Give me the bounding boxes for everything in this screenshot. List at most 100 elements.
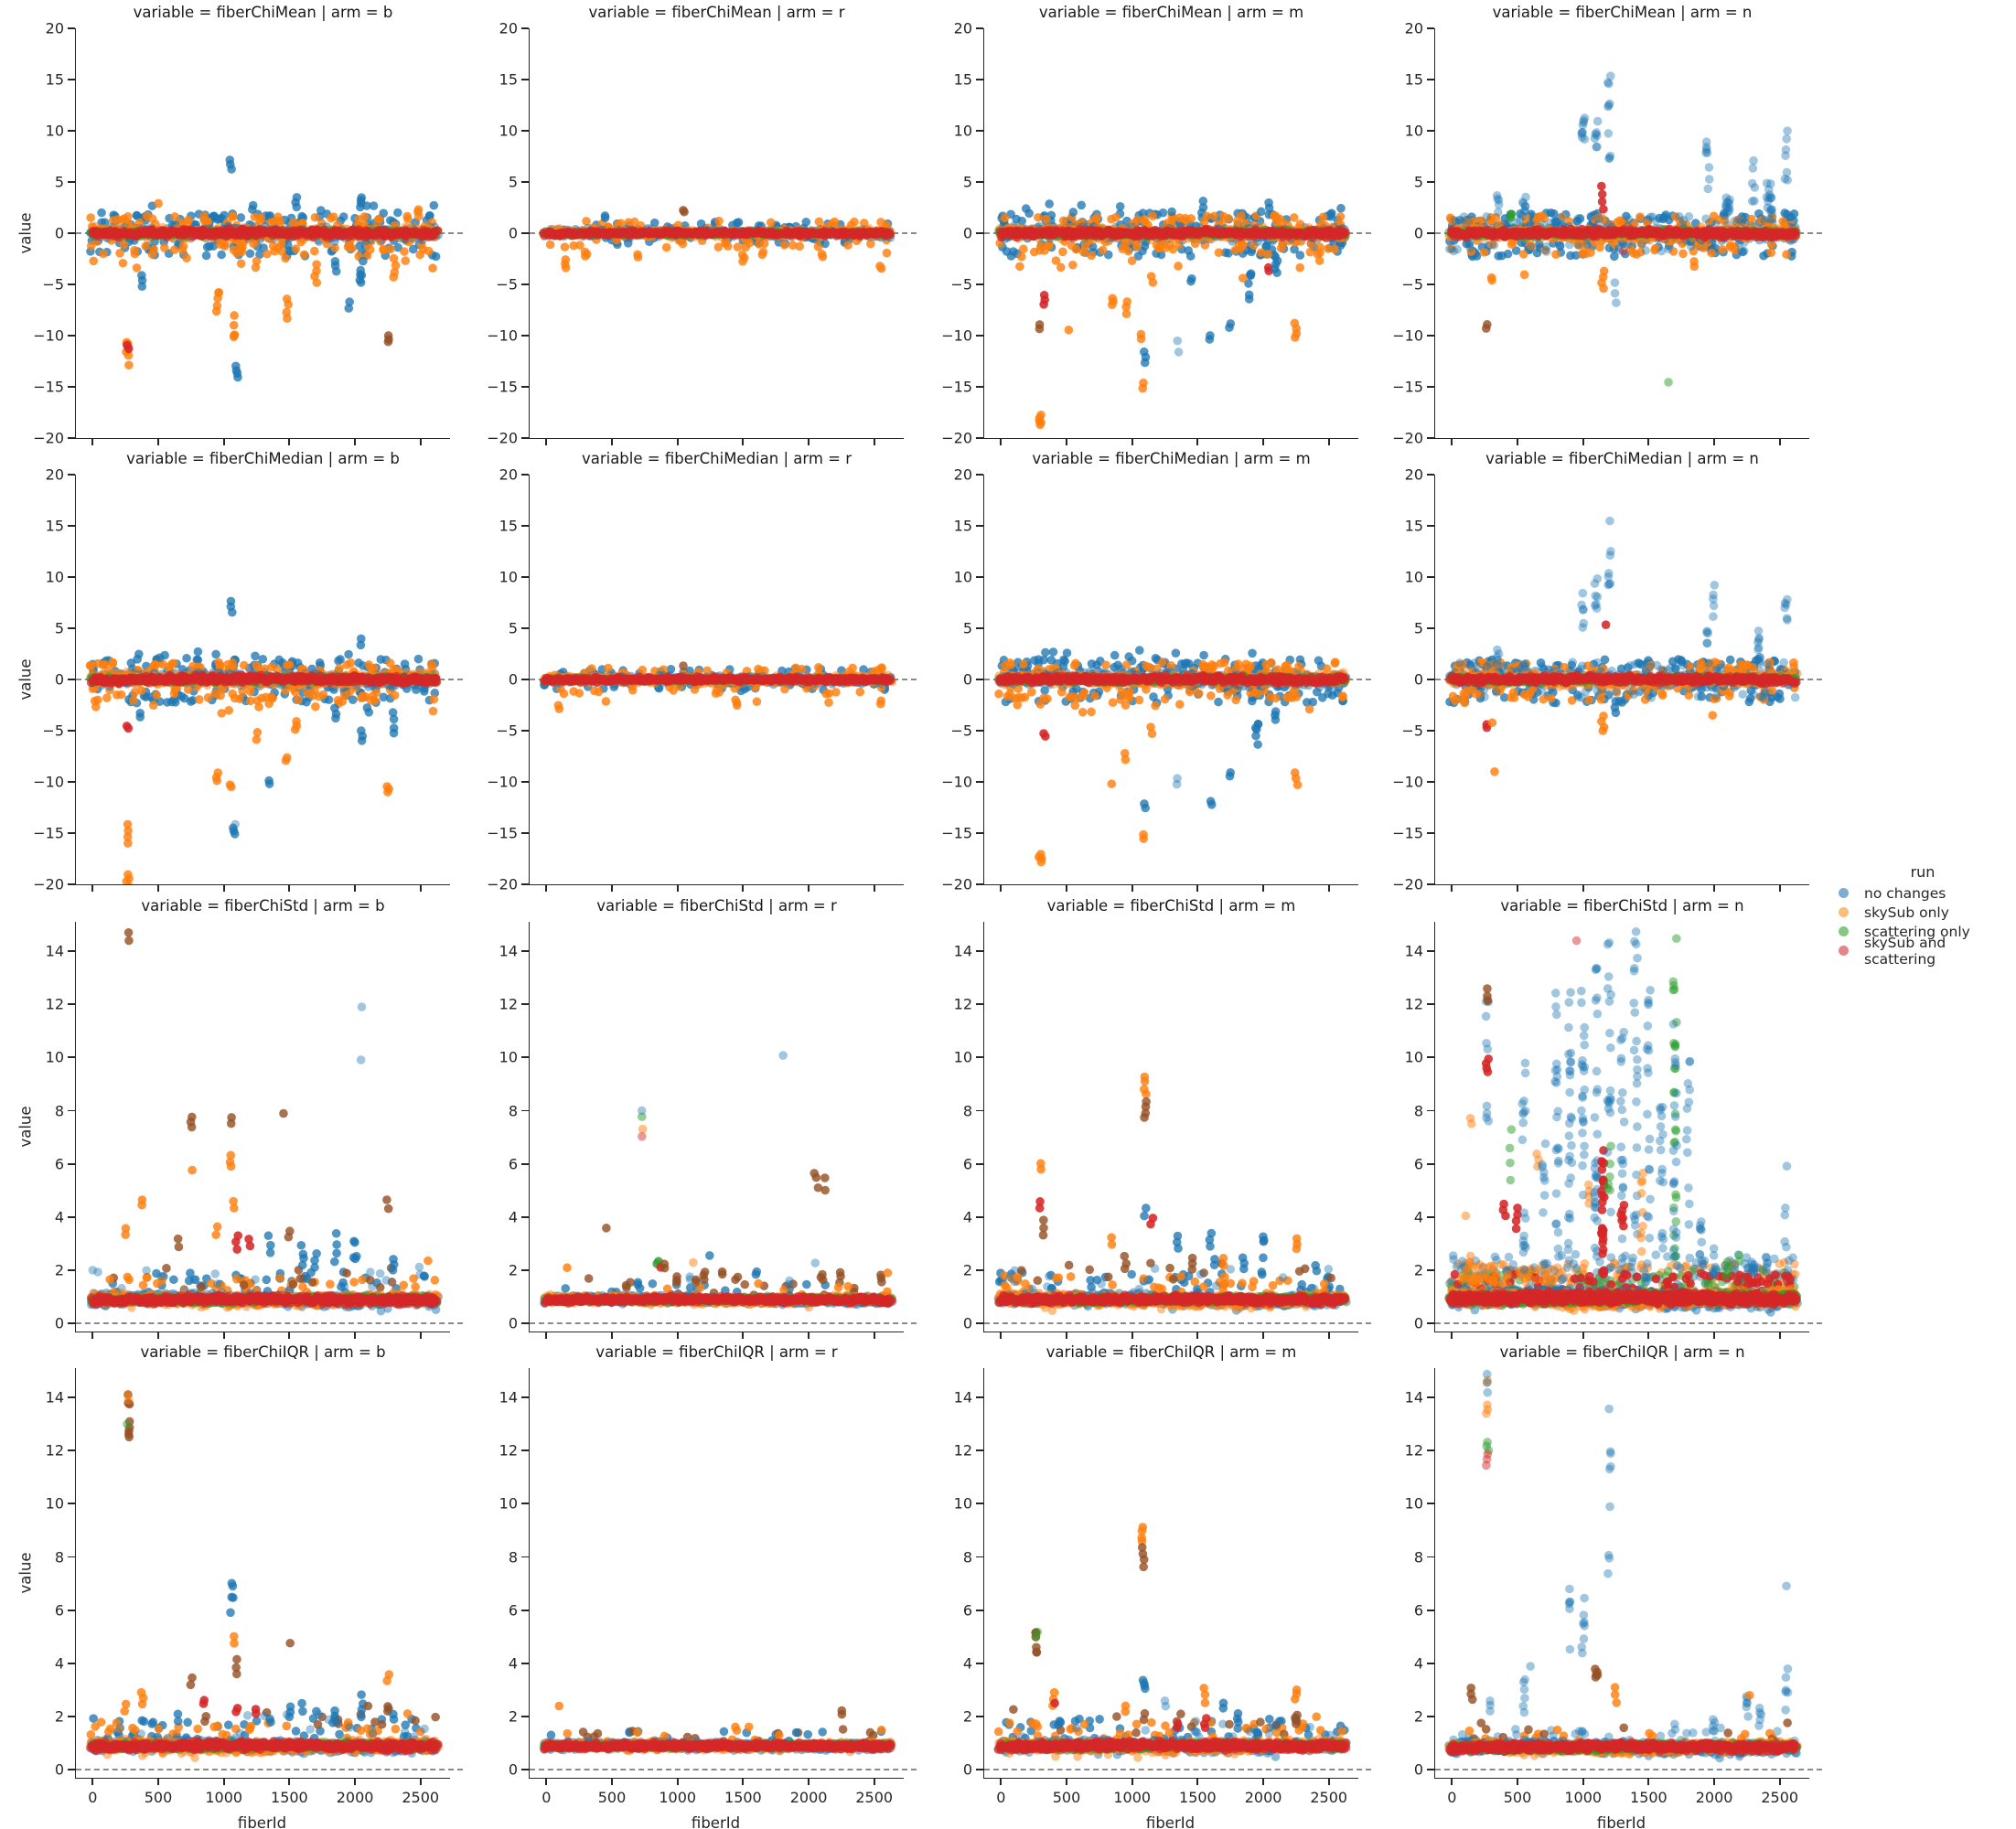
x-tick-mark [222,438,225,445]
x-tick-mark [873,438,875,445]
y-tick-label: 10 [45,122,64,140]
x-tick-mark [1131,1332,1133,1339]
y-tick-label: 0 [1413,1314,1423,1332]
x-tick-label: 500 [597,1789,627,1806]
y-tick-mark [520,1609,529,1611]
y-tick-mark [520,474,529,476]
y-tick-label: −5 [42,275,64,294]
y-tick-mark [1426,1609,1434,1611]
scatter-canvas [984,475,1358,884]
x-tick-mark [1196,1332,1199,1339]
y-tick-label: 14 [45,942,64,960]
y-tick-mark [520,1449,529,1452]
y-tick-mark [520,781,529,783]
y-tick-mark [1426,283,1434,285]
x-tick-mark [1778,884,1781,892]
y-tick-label: 10 [1404,1494,1423,1513]
y-tick-mark [975,781,983,783]
y-tick-label: 15 [953,517,972,535]
x-tick-mark [742,1332,745,1339]
y-tick-mark [520,1769,529,1771]
y-tick-label: 4 [54,1654,64,1673]
y-tick-mark [975,283,983,285]
panel-fiberChiStd-r: variable = fiberChiStd | arm = r 14 12 10 8 6… [499,897,917,1339]
y-tick-label: 14 [953,1388,972,1407]
x-tick-mark [1582,1332,1584,1339]
y-tick-label: 2 [1413,1707,1423,1726]
x-tick-mark [1451,884,1453,892]
y-tick-mark [520,1162,529,1165]
panel-title: variable = fiberChiIQR | arm = m [1046,1343,1297,1361]
y-tick-label: 12 [45,1441,64,1460]
y-tick-label: 2 [962,1261,972,1279]
panel-fiberChiIQR-m: variable = fiberChiIQR | arm = m 14 12 10 8 6… [954,1343,1371,1806]
y-tick-mark [67,1396,75,1398]
scatter-canvas [530,475,904,884]
y-tick-mark [1426,1216,1434,1218]
y-tick-mark [67,883,75,885]
y-tick-mark [67,781,75,783]
y-tick-label: 8 [1413,1548,1423,1567]
y-tick-label: 6 [962,1155,972,1173]
y-tick-mark [67,335,75,337]
scatter-canvas [984,922,1358,1332]
y-tick-mark [1426,232,1434,234]
x-tick-label: 1500 [724,1789,762,1806]
x-tick-mark [1327,1778,1330,1785]
y-tick-mark [67,79,75,80]
x-tick-mark [91,1332,94,1339]
x-tick-label: 2500 [855,1789,894,1806]
x-tick-mark [157,1332,159,1339]
y-tick-mark [975,1216,983,1218]
y-tick-mark [67,1162,75,1165]
scatter-canvas [1435,922,1809,1332]
y-tick-label: 15 [499,517,518,535]
x-tick-label: 2000 [336,1789,374,1806]
y-tick-mark [67,1322,75,1325]
legend-marker-icon [1839,907,1849,917]
y-tick-mark [67,627,75,629]
y-tick-label: 12 [1404,995,1423,1013]
panel-title: variable = fiberChiMean | arm = m [1038,4,1304,21]
y-tick-mark [975,679,983,680]
y-tick-label: −15 [941,378,972,396]
y-tick-mark [975,1503,983,1505]
y-tick-mark [520,1003,529,1006]
panel-title: variable = fiberChiStd | arm = n [1500,897,1744,914]
y-tick-label: 20 [499,465,518,484]
y-tick-mark [1426,950,1434,952]
y-tick-mark [1426,474,1434,476]
y-tick-mark [67,1716,75,1717]
y-tick-label: 5 [54,173,64,191]
y-tick-mark [520,1216,529,1218]
y-tick-label: 0 [1413,1760,1423,1779]
y-tick-mark [520,1663,529,1664]
scatter-canvas [1435,475,1809,884]
scatter-canvas [76,922,450,1332]
y-tick-mark [1426,1663,1434,1664]
x-tick-mark [808,438,810,445]
y-tick-label: 0 [508,224,518,242]
x-tick-mark [1262,438,1264,445]
y-tick-mark [1426,386,1434,388]
y-tick-label: −15 [1392,824,1423,842]
x-tick-label: 1000 [1113,1789,1152,1806]
x-tick-mark [419,1332,422,1339]
y-tick-mark [975,1396,983,1398]
y-tick-mark [1426,1716,1434,1717]
y-tick-label: −10 [1392,326,1423,345]
x-tick-mark [1778,438,1781,445]
scatter-canvas [530,1368,904,1778]
y-tick-mark [67,832,75,834]
scatter-canvas [984,1368,1358,1778]
y-tick-mark [1426,1109,1434,1112]
x-tick-mark [676,438,679,445]
y-tick-label: 10 [1404,122,1423,140]
y-tick-label: 6 [54,1601,64,1620]
x-tick-mark [1131,1778,1133,1785]
y-tick-label: 10 [953,122,972,140]
y-tick-mark [1426,1396,1434,1398]
y-tick-mark [67,27,75,29]
x-tick-mark [1327,1332,1330,1339]
y-tick-label: 10 [45,1048,64,1066]
